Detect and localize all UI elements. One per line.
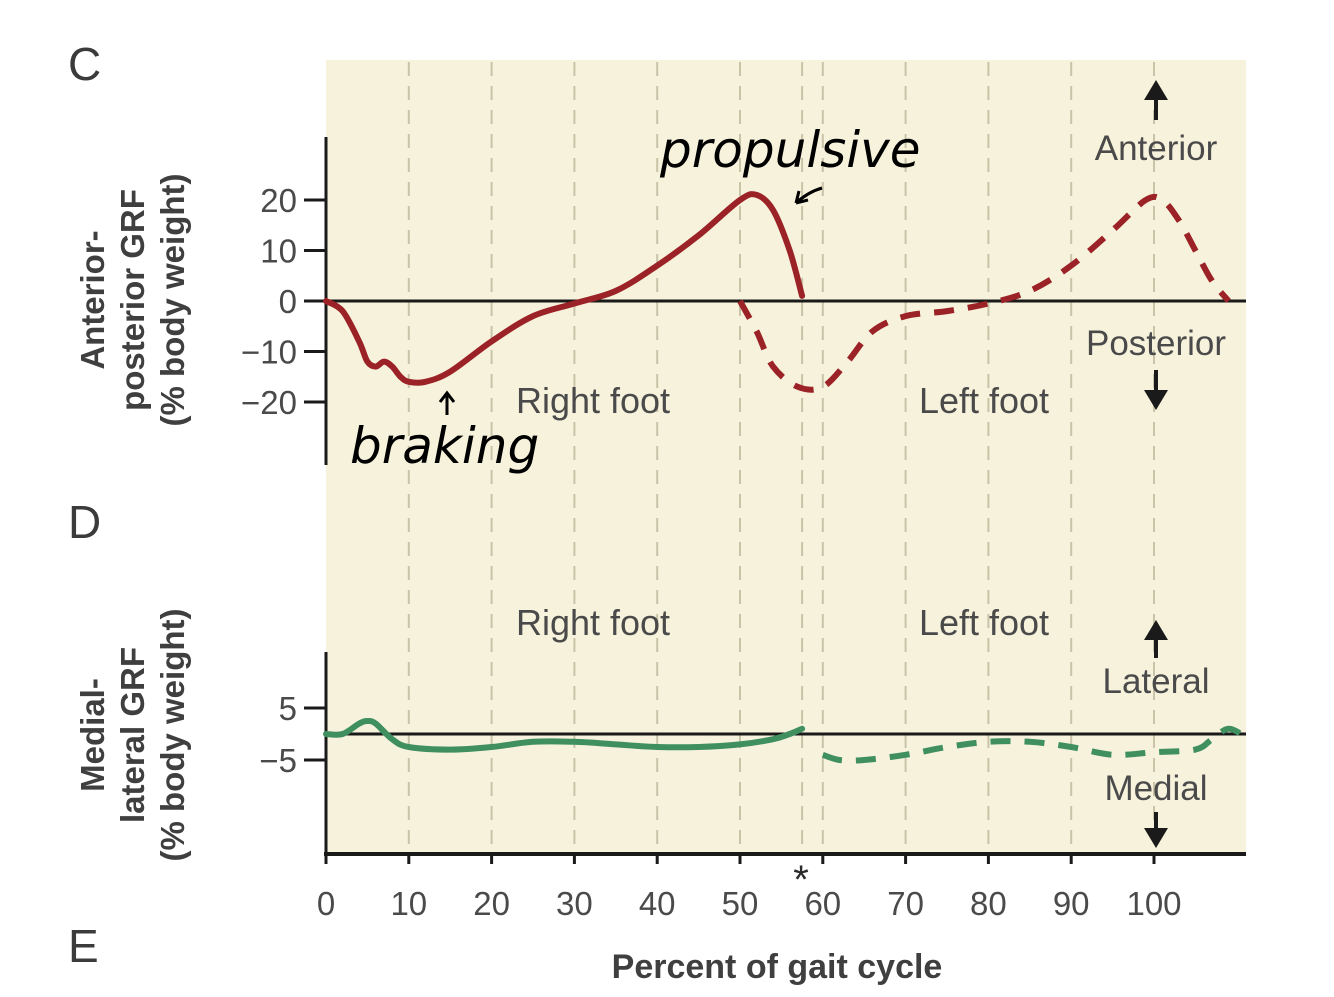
panel-letter-d: D [68, 496, 101, 548]
ml-region-right-foot: Right foot [516, 602, 670, 643]
ap-y-ticks: 20 10 0 −10 −20 [241, 182, 326, 421]
ml-region-left-foot: Left foot [919, 602, 1049, 643]
ap-ytick-label-4: −20 [241, 384, 297, 421]
xtick-label-40: 40 [639, 885, 676, 922]
xtick-label-10: 10 [390, 885, 427, 922]
ap-ytick-label-2: 0 [279, 283, 297, 320]
xtick-label-60: 60 [804, 885, 841, 922]
ap-series [323, 191, 1231, 393]
ap-ylabel-line-3: (% body weight) [154, 174, 191, 427]
x-ticks: 0 10 20 30 40 50 60 70 80 90 100 [317, 854, 1182, 922]
xtick-label-80: 80 [970, 885, 1007, 922]
x-axis-title: Percent of gait cycle [612, 948, 943, 986]
ap-ytick-label-3: −10 [241, 334, 297, 371]
ml-y-ticks: 5−5 [259, 690, 326, 779]
ap-direction-posterior: Posterior [1086, 324, 1226, 363]
xtick-label-70: 70 [887, 885, 924, 922]
ap-ylabel-line-2: posterior GRF [114, 189, 151, 411]
ml-direction-lateral: Lateral [1102, 662, 1209, 701]
ml-ylabel-line-3: (% body weight) [154, 609, 191, 862]
ap-arrow-down-icon [1144, 370, 1168, 410]
ap-arrow-up-icon [1144, 80, 1168, 120]
ml-arrow-up-icon [1144, 620, 1168, 658]
xtick-label-0: 0 [317, 885, 335, 922]
annotation-braking-arrow-icon [438, 390, 456, 415]
plot-background [326, 60, 1246, 855]
annotation-propulsive-arrow-icon [794, 186, 823, 205]
ap-ytick-label-0: 20 [260, 182, 297, 219]
annotation-propulsive: propulsive [659, 121, 921, 179]
ap-ylabel-line-1: Anterior- [74, 230, 111, 369]
xtick-label-50: 50 [722, 885, 759, 922]
xtick-label-20: 20 [473, 885, 510, 922]
xtick-label-90: 90 [1053, 885, 1090, 922]
gridlines [407, 62, 1155, 852]
ml-direction-medial: Medial [1104, 769, 1207, 808]
ap-ytick-label-1: 10 [260, 233, 297, 270]
ml-arrow-down-icon [1144, 812, 1168, 848]
ml-ylabel: Medial- lateral GRF (% body weight) [74, 609, 191, 862]
ml-series [323, 717, 1247, 764]
ap-region-right-foot: Right foot [516, 380, 670, 421]
xtick-label-100: 100 [1126, 885, 1181, 922]
ml-ylabel-line-1: Medial- [74, 678, 111, 792]
panel-letter-e: E [68, 920, 99, 972]
ml-ylabel-line-2: lateral GRF [114, 647, 151, 823]
ml-ytick-label-0: 5 [279, 690, 297, 727]
ap-ylabel: Anterior- posterior GRF (% body weight) [74, 174, 191, 427]
ml-series-left-foot [821, 725, 1247, 764]
panel-letter-c: C [68, 38, 101, 90]
transition-asterisk: * [793, 858, 809, 902]
ml-series-right-foot [323, 717, 806, 753]
annotation-braking: braking [350, 417, 539, 475]
ap-series-left-foot [737, 193, 1231, 393]
ap-series-right-foot [323, 191, 806, 386]
xtick-label-30: 30 [556, 885, 593, 922]
ap-region-left-foot: Left foot [919, 380, 1049, 421]
ml-ytick-label-1: −5 [259, 742, 297, 779]
ap-direction-anterior: Anterior [1095, 129, 1218, 168]
